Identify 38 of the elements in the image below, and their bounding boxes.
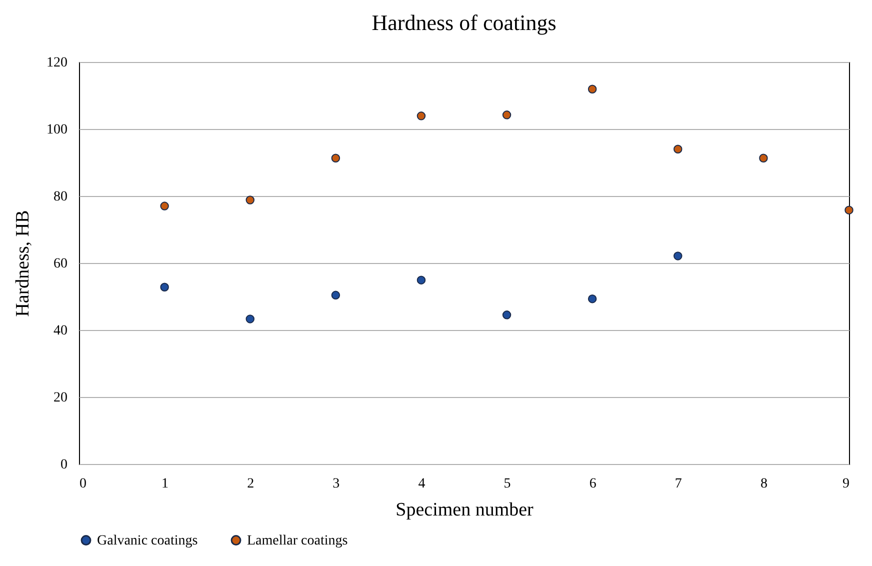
y-tick-label: 20 — [54, 390, 68, 406]
point — [160, 282, 169, 292]
y-tick-label: 100 — [46, 122, 68, 138]
point — [416, 112, 426, 120]
y-axis-title: Hardness, HB — [12, 210, 34, 317]
x-tick-label: 9 — [842, 476, 850, 492]
point — [246, 196, 254, 204]
point — [331, 290, 340, 300]
x-tick-label: 3 — [332, 476, 340, 492]
point — [588, 84, 597, 94]
point — [674, 252, 682, 260]
y-tick-label: 0 — [60, 458, 68, 472]
point — [246, 314, 254, 324]
point — [416, 276, 426, 284]
point — [674, 144, 682, 154]
x-tick-label: 0 — [80, 476, 86, 492]
point — [844, 206, 854, 214]
y-tick-label: 60 — [54, 256, 68, 272]
y-tick-label: 80 — [54, 190, 68, 204]
chart-title: Hardness of coatings — [372, 10, 556, 35]
x-tick-label: 8 — [760, 476, 768, 492]
point — [160, 202, 169, 210]
y-tick-label: 40 — [54, 324, 68, 338]
x-axis-title: Specimen number — [396, 500, 534, 520]
point — [588, 294, 597, 304]
point — [502, 110, 512, 120]
legend-label: Lamellar coatings — [247, 533, 348, 548]
x-tick-label: 6 — [589, 476, 596, 492]
point — [331, 154, 340, 163]
legend-label: Galvanic coatings — [97, 533, 198, 548]
x-tick-label: 1 — [162, 476, 169, 492]
point — [502, 310, 512, 320]
x-tick-label: 7 — [674, 476, 682, 492]
y-tick-label: 120 — [46, 56, 68, 70]
x-tick-label: 5 — [504, 476, 511, 492]
x-tick-label: 2 — [247, 476, 254, 492]
x-tick-label: 4 — [418, 476, 426, 492]
point — [759, 154, 768, 163]
